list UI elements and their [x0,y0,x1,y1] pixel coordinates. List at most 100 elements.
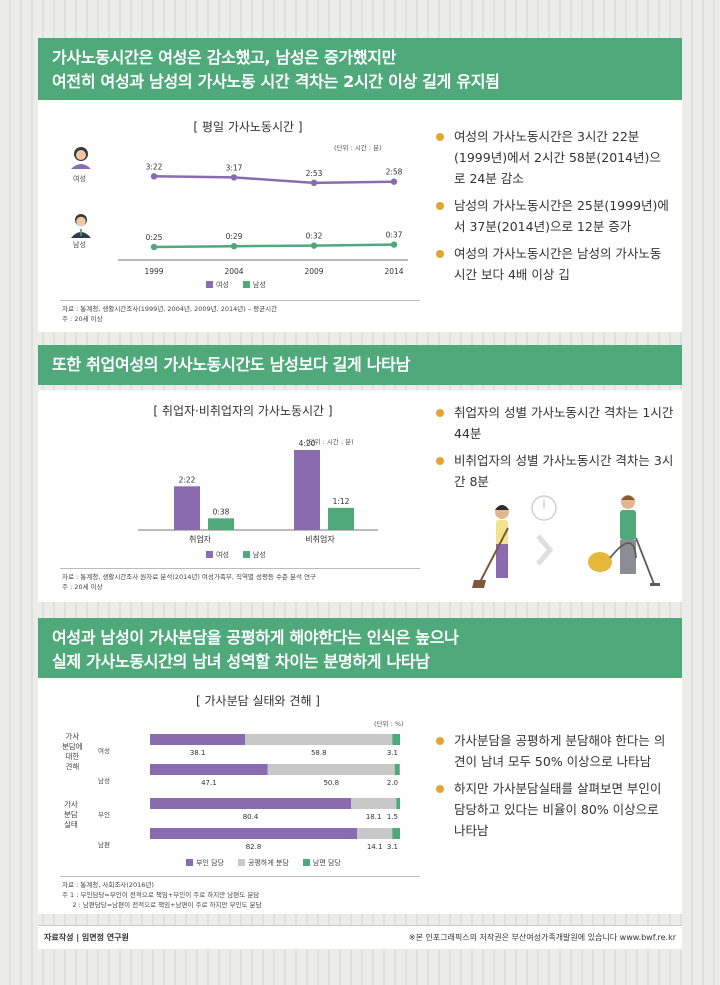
bullet-dot-icon [436,785,444,793]
bullet-dot-icon [436,409,444,417]
x-tick-label: 2004 [224,267,243,276]
section2-bullets: 취업자의 성별 가사노동시간 격차는 1시간 44분 비취업자의 성별 가사노동… [436,402,676,498]
legend-female: 여성 [206,280,229,290]
bar-chart: 취업자 2:22 0:38 비취업자 4:20 1:12 [138,439,378,544]
x-tick-label: 2014 [384,267,403,276]
legend-wife-swatch [186,859,193,866]
section2-source-note: 자료 : 통계청, 생활시간조사 원자료 분석(2014년) 여성가족부, 직역… [62,573,316,581]
data-point [310,242,318,249]
data-label: 3:17 [226,163,243,172]
line-chart-unit: (단위 : 시간 : 분) [334,144,382,152]
section2-remark-note: 주 : 20세 이상 [62,583,103,591]
section3-remark2-note: 2 : 남편담당=남편이 전적으로 책임+남편이 주로 하지만 부인도 분담 [62,901,262,909]
section3-heading-line2: 실제 가사노동시간의 남녀 성역할 차이는 분명하게 나타남 [52,652,430,671]
x-tick-label: 2009 [304,267,323,276]
section1-heading-line1: 가사노동시간은 여성은 감소했고, 남성은 증가했지만 [52,48,397,67]
legend-husband-swatch [302,859,310,866]
data-label: 14.1 [367,843,383,851]
data-label: 0:32 [306,232,323,241]
legend-male-label: 남성 [252,551,266,559]
bar-wife [150,764,268,775]
bar-equal [245,734,393,745]
stacked-bar-chart: 38.1 58.8 3.1 47.1 50.8 2.0 80.4 18.1 1.5 82.8 14.… [150,734,400,851]
bar-equal [267,764,395,775]
bar-husband [396,798,400,809]
section1-panel: [ 평일 가사노동시간 ] (단위 : 시간 : 분) 여성 남성 1999 20… [38,100,682,332]
data-point [230,174,238,181]
bullet-item: 가사분담을 공평하게 분담해야 한다는 의견이 남녀 모두 50% 이상으로 나… [436,730,674,772]
data-label: 38.1 [190,749,206,757]
group1-label: 가사 분담에 대한 견해 [62,732,83,771]
section3-heading-line1: 여성과 남성이 가사분담을 공평하게 해야한다는 인식은 높으나 [52,628,459,647]
divider [60,876,420,877]
data-label: 2:53 [306,169,323,178]
legend-female: 여성 [206,550,229,560]
legend-male-swatch [242,551,250,558]
legend-husband-label: 남편 담당 [312,859,341,867]
section3-source-note: 자료 : 통계청, 사회조사(2016년) [62,881,154,889]
bullet-item: 여성의 가사노동시간은 남성의 가사노동시간 보다 4배 이상 깁 [436,243,672,285]
bar-female [174,486,200,530]
bar-husband [392,734,400,745]
data-label: 3.1 [387,843,398,851]
bullet-item: 취업자의 성별 가사노동시간 격차는 1시간 44분 [436,402,676,444]
data-label: 82.8 [246,843,262,851]
divider [60,568,420,569]
bar-male [328,507,354,530]
section3-remark1-note: 주 1 : 부인담당=부인이 전적으로 책임+부인이 주로 하지만 남편도 분담 [62,891,260,899]
section1-heading: 가사노동시간은 여성은 감소했고, 남성은 증가했지만 여전히 여성과 남성의 … [38,38,682,102]
bar-male [208,518,234,530]
data-label: 80.4 [243,813,259,821]
legend-female-label: 여성 [216,551,229,559]
x-tick-label: 비취업자 [305,535,335,544]
section2-heading-line: 또한 취업여성의 가사노동시간도 남성보다 길게 나타남 [52,355,411,374]
data-label: 18.1 [366,813,382,821]
section1-bullets: 여성의 가사노동시간은 3시간 22분(1999년)에서 2시간 58분(201… [436,126,672,291]
data-label: 2:58 [386,168,403,177]
series-line-female [153,175,395,185]
data-label: 47.1 [201,779,217,787]
data-point [310,179,318,187]
data-label: 58.8 [311,749,327,757]
legend-female-label: 여성 [216,281,229,289]
woman-sweeping-icon [472,505,509,588]
data-label: 0:37 [386,231,403,240]
bullet-dot-icon [436,457,444,465]
bar-equal [357,828,393,839]
bar-wife [150,798,351,809]
husband-view-label: 남성 [98,777,110,785]
legend-wife-label: 부인 담당 [196,859,224,867]
footer: 자료작성 | 임면정 연구원 ※본 인포그래픽스의 저작권은 부산여성가족개발원… [38,925,682,949]
section3-bullets: 가사분담을 공평하게 분담해야 한다는 의견이 남녀 모두 50% 이상으로 나… [436,730,674,847]
wife-view-label: 여성 [98,747,110,755]
series-line-male [153,243,395,249]
divider [60,300,420,301]
data-label: 1:12 [333,497,350,506]
data-point [150,243,158,251]
female-person-icon [71,147,91,169]
legend-male: 남성 [242,280,266,290]
bullet-dot-icon [436,250,444,258]
bar-chart-legend: 여성 남성 [206,550,266,560]
stack-chart-unit: (단위 : %) [374,720,404,728]
legend-husband: 남편 담당 [302,858,341,868]
husband-real-label: 남편 [98,841,110,849]
bullet-item: 비취업자의 성별 가사노동시간 격차는 3시간 8분 [436,450,676,492]
legend-male-label: 남성 [252,281,266,289]
bullet-dot-icon [436,133,444,141]
data-label: 50.8 [323,779,339,787]
section2-panel: [ 취업자·비취업자의 가사노동시간 ] (단위 : 시간 : 분) 취업자 2:… [38,390,682,602]
male-label: 남성 [73,241,86,249]
bar-husband [392,828,400,839]
bar-chart-title: [ 취업자·비취업자의 가사노동시간 ] [153,404,333,418]
line-chart: 1999 2004 2009 2014 3:22 3:17 2:53 2:58 0:25 0:29… [118,162,408,276]
data-label: 2.0 [387,779,398,787]
data-point [390,241,398,248]
group2-label: 가사 분담 실태 [64,800,78,829]
bullet-dot-icon [436,202,444,210]
clock-icon [531,495,557,521]
stack-chart-legend: 부인 담당 공평하게 분담 남편 담당 [186,858,341,868]
legend-wife: 부인 담당 [186,858,224,868]
bullet-item: 여성의 가사노동시간은 3시간 22분(1999년)에서 2시간 58분(201… [436,126,672,189]
bullet-dot-icon [436,737,444,745]
